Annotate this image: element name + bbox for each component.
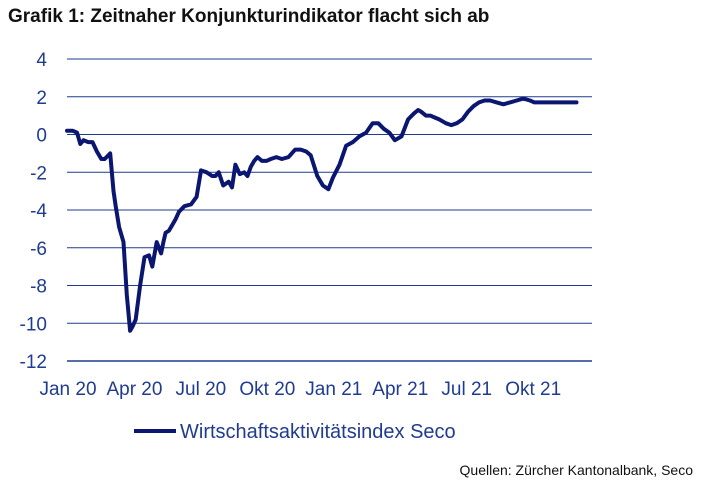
y-tick-label: 0 [36,126,47,147]
legend-label: Wirtschaftsaktivitätsindex Seco [180,421,456,443]
y-tick-label: 2 [36,88,47,109]
y-tick-label: -4 [30,201,47,222]
series-layer [65,96,579,333]
x-tick-label: Jan 21 [305,379,362,400]
y-tick-label: -12 [20,352,47,373]
x-tick-label: Okt 20 [239,379,295,400]
gridlines [67,58,592,362]
y-tick-label: -8 [30,277,47,298]
y-tick-label: 4 [36,50,47,71]
y-tick-label: -2 [30,163,47,184]
x-tick-label: Okt 21 [505,379,561,400]
y-tick-label: -10 [20,314,47,335]
x-tick-label: Apr 21 [372,379,428,400]
x-tick-label: Jan 20 [39,379,96,400]
source-note: Quellen: Zürcher Kantonalbank, Seco [459,462,693,478]
legend: Wirtschaftsaktivitätsindex Seco [134,421,456,443]
x-axis-ticks: Jan 20 Apr 20 Jul 20 Okt 20 Jan 21 Apr 21 Jul … [39,379,561,400]
y-tick-label: -6 [30,239,47,260]
y-axis-ticks: 4 2 0 -2 -4 -6 -8 -10 -12 [20,50,48,373]
x-tick-label: Jul 20 [176,379,227,400]
x-tick-label: Jul 21 [441,379,492,400]
x-tick-label: Apr 20 [106,379,162,400]
series-line [65,96,579,333]
chart-title: Grafik 1: Zeitnaher Konjunkturindikator … [8,6,490,27]
